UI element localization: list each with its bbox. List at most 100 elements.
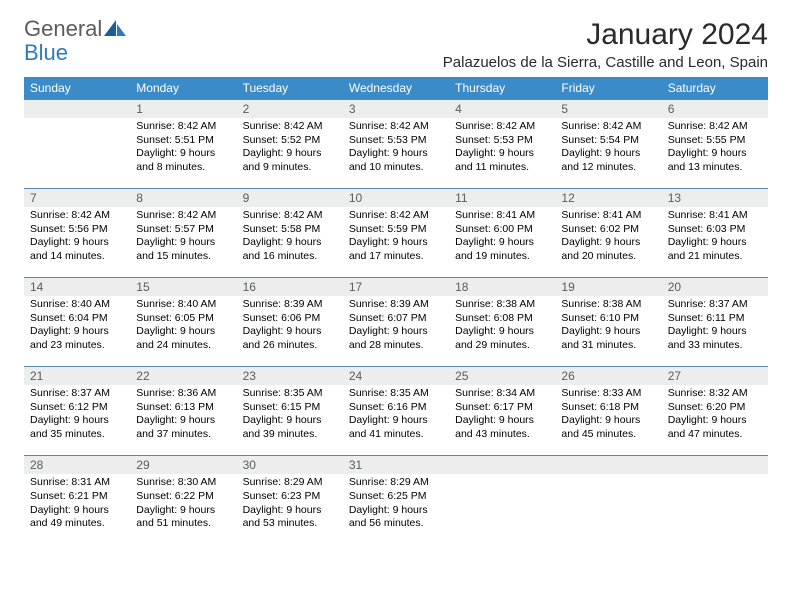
daylight-text: Daylight: 9 hours and 24 minutes. bbox=[136, 325, 230, 352]
week-details-row: Sunrise: 8:37 AMSunset: 6:12 PM Daylight:… bbox=[24, 385, 768, 448]
day-details: Sunrise: 8:42 AMSunset: 5:57 PMDaylight:… bbox=[130, 207, 236, 270]
week-spacer bbox=[24, 270, 768, 278]
day-details: Sunrise: 8:38 AMSunset: 6:08 PMDaylight:… bbox=[449, 296, 555, 359]
sunrise-text: Sunrise: 8:38 AM bbox=[455, 298, 549, 312]
sunset-text: Sunset: 6:04 PM bbox=[30, 312, 124, 326]
day-details bbox=[24, 118, 130, 126]
sunrise-text: Sunrise: 8:40 AM bbox=[136, 298, 230, 312]
day-details: Sunrise: 8:36 AMSunset: 6:13 PMDaylight:… bbox=[130, 385, 236, 448]
sunset-text: Sunset: 6:18 PM bbox=[561, 401, 655, 415]
week-daynum-row: 14151617181920 bbox=[24, 278, 768, 297]
day-details: Sunrise: 8:40 AMSunset: 6:05 PMDaylight:… bbox=[130, 296, 236, 359]
sunrise-text: Sunrise: 8:42 AM bbox=[243, 209, 337, 223]
sunrise-text: Sunrise: 8:38 AM bbox=[561, 298, 655, 312]
sunset-text: Sunset: 5:52 PM bbox=[243, 134, 337, 148]
sunrise-text: Sunrise: 8:37 AM bbox=[668, 298, 762, 312]
weekday-header: Monday bbox=[130, 77, 236, 100]
day-number: 18 bbox=[449, 278, 555, 296]
daylight-text: Daylight: 9 hours and 23 minutes. bbox=[30, 325, 124, 352]
daylight-text: Daylight: 9 hours and 16 minutes. bbox=[243, 236, 337, 263]
day-number: 21 bbox=[24, 367, 130, 385]
brand-blue: Blue bbox=[24, 40, 68, 65]
sunset-text: Sunset: 6:25 PM bbox=[349, 490, 443, 504]
day-details: Sunrise: 8:37 AMSunset: 6:12 PMDaylight:… bbox=[24, 385, 130, 448]
day-details: Sunrise: 8:41 AMSunset: 6:03 PMDaylight:… bbox=[662, 207, 768, 270]
daylight-text: Daylight: 9 hours and 19 minutes. bbox=[455, 236, 549, 263]
daylight-text: Daylight: 9 hours and 33 minutes. bbox=[668, 325, 762, 352]
sunrise-text: Sunrise: 8:42 AM bbox=[30, 209, 124, 223]
daylight-text: Daylight: 9 hours and 56 minutes. bbox=[349, 504, 443, 531]
daylight-text: Daylight: 9 hours and 15 minutes. bbox=[136, 236, 230, 263]
day-details: Sunrise: 8:42 AMSunset: 5:53 PMDaylight:… bbox=[343, 118, 449, 181]
day-number bbox=[24, 100, 130, 118]
day-details: Sunrise: 8:30 AMSunset: 6:22 PMDaylight:… bbox=[130, 474, 236, 537]
day-number: 8 bbox=[130, 189, 236, 207]
day-details: Sunrise: 8:29 AMSunset: 6:23 PMDaylight:… bbox=[237, 474, 343, 537]
daylight-text: Daylight: 9 hours and 41 minutes. bbox=[349, 414, 443, 441]
day-number: 2 bbox=[237, 100, 343, 118]
day-details: Sunrise: 8:31 AMSunset: 6:21 PMDaylight:… bbox=[24, 474, 130, 537]
day-details: Sunrise: 8:41 AMSunset: 6:02 PMDaylight:… bbox=[555, 207, 661, 270]
day-details: Sunrise: 8:42 AMSunset: 5:54 PMDaylight:… bbox=[555, 118, 661, 181]
day-details: Sunrise: 8:42 AMSunset: 5:53 PMDaylight:… bbox=[449, 118, 555, 181]
week-details-row: Sunrise: 8:42 AMSunset: 5:56 PMDaylight:… bbox=[24, 207, 768, 270]
sunset-text: Sunset: 6:12 PM bbox=[30, 401, 124, 415]
sunrise-text: Sunrise: 8:29 AM bbox=[349, 476, 443, 490]
brand-general: General bbox=[24, 16, 102, 41]
day-number bbox=[662, 456, 768, 474]
day-number: 26 bbox=[555, 367, 661, 385]
daylight-text: Daylight: 9 hours and 17 minutes. bbox=[349, 236, 443, 263]
sunrise-text: Sunrise: 8:35 AM bbox=[349, 387, 443, 401]
sail-icon bbox=[102, 18, 128, 42]
weekday-header: Tuesday bbox=[237, 77, 343, 100]
weekday-header: Sunday bbox=[24, 77, 130, 100]
sunrise-text: Sunrise: 8:40 AM bbox=[30, 298, 124, 312]
day-details: Sunrise: 8:37 AMSunset: 6:11 PMDaylight:… bbox=[662, 296, 768, 359]
sunset-text: Sunset: 5:55 PM bbox=[668, 134, 762, 148]
sunrise-text: Sunrise: 8:33 AM bbox=[561, 387, 655, 401]
week-daynum-row: 28293031 bbox=[24, 456, 768, 475]
sunset-text: Sunset: 6:00 PM bbox=[455, 223, 549, 237]
sunrise-text: Sunrise: 8:39 AM bbox=[243, 298, 337, 312]
week-spacer bbox=[24, 181, 768, 189]
day-number: 27 bbox=[662, 367, 768, 385]
sunset-text: Sunset: 6:07 PM bbox=[349, 312, 443, 326]
day-number bbox=[449, 456, 555, 474]
day-details bbox=[555, 474, 661, 482]
location-label: Palazuelos de la Sierra, Castille and Le… bbox=[443, 54, 768, 71]
day-details: Sunrise: 8:42 AMSunset: 5:52 PMDaylight:… bbox=[237, 118, 343, 181]
daylight-text: Daylight: 9 hours and 11 minutes. bbox=[455, 147, 549, 174]
day-number: 16 bbox=[237, 278, 343, 296]
weekday-header: Wednesday bbox=[343, 77, 449, 100]
daylight-text: Daylight: 9 hours and 45 minutes. bbox=[561, 414, 655, 441]
daylight-text: Daylight: 9 hours and 43 minutes. bbox=[455, 414, 549, 441]
sunrise-text: Sunrise: 8:42 AM bbox=[136, 209, 230, 223]
day-number: 11 bbox=[449, 189, 555, 207]
sunrise-text: Sunrise: 8:31 AM bbox=[30, 476, 124, 490]
title-block: January 2024 Palazuelos de la Sierra, Ca… bbox=[443, 18, 768, 71]
daylight-text: Daylight: 9 hours and 20 minutes. bbox=[561, 236, 655, 263]
week-details-row: Sunrise: 8:31 AMSunset: 6:21 PMDaylight:… bbox=[24, 474, 768, 537]
daylight-text: Daylight: 9 hours and 12 minutes. bbox=[561, 147, 655, 174]
sunset-text: Sunset: 6:06 PM bbox=[243, 312, 337, 326]
day-number: 12 bbox=[555, 189, 661, 207]
day-number: 9 bbox=[237, 189, 343, 207]
sunrise-text: Sunrise: 8:42 AM bbox=[349, 120, 443, 134]
day-details: Sunrise: 8:35 AMSunset: 6:15 PMDaylight:… bbox=[237, 385, 343, 448]
sunrise-text: Sunrise: 8:41 AM bbox=[455, 209, 549, 223]
day-number: 5 bbox=[555, 100, 661, 118]
sunrise-text: Sunrise: 8:42 AM bbox=[455, 120, 549, 134]
daylight-text: Daylight: 9 hours and 10 minutes. bbox=[349, 147, 443, 174]
sunset-text: Sunset: 6:08 PM bbox=[455, 312, 549, 326]
sunrise-text: Sunrise: 8:42 AM bbox=[668, 120, 762, 134]
calendar-table: Sunday Monday Tuesday Wednesday Thursday… bbox=[24, 77, 768, 537]
daylight-text: Daylight: 9 hours and 21 minutes. bbox=[668, 236, 762, 263]
daylight-text: Daylight: 9 hours and 53 minutes. bbox=[243, 504, 337, 531]
daylight-text: Daylight: 9 hours and 37 minutes. bbox=[136, 414, 230, 441]
day-number: 7 bbox=[24, 189, 130, 207]
week-details-row: Sunrise: 8:40 AMSunset: 6:04 PMDaylight:… bbox=[24, 296, 768, 359]
day-details bbox=[662, 474, 768, 482]
sunrise-text: Sunrise: 8:37 AM bbox=[30, 387, 124, 401]
day-number: 3 bbox=[343, 100, 449, 118]
day-number: 4 bbox=[449, 100, 555, 118]
